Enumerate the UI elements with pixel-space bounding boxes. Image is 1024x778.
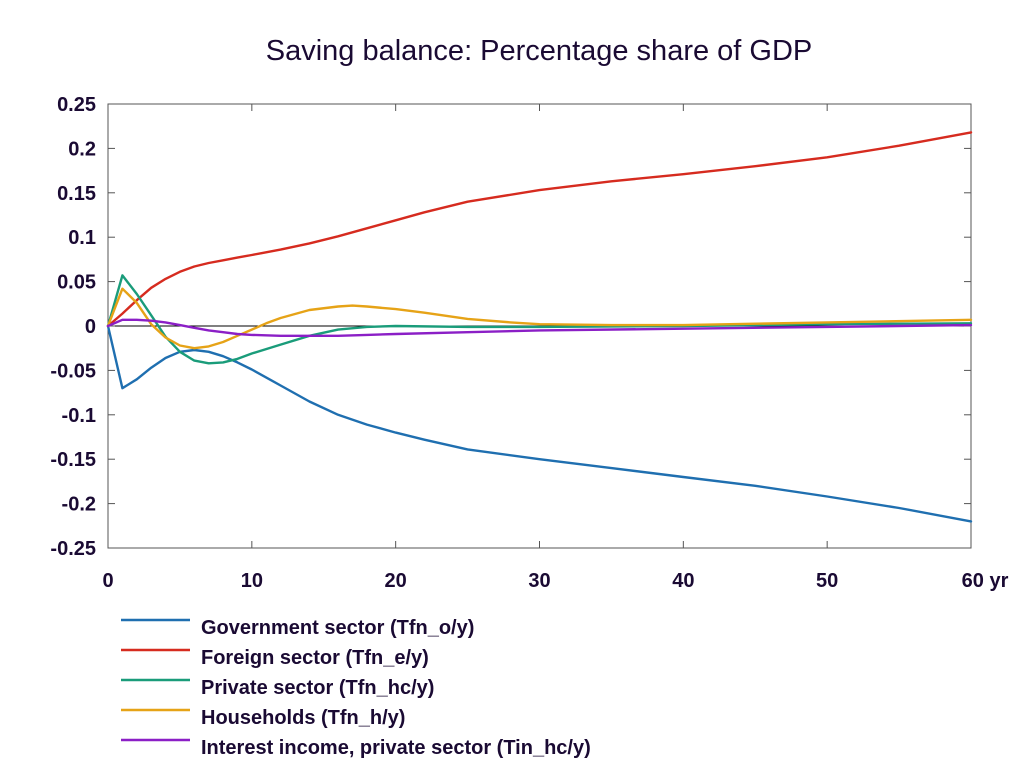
x-tick-label: 20: [385, 570, 407, 592]
series-line-2: [106, 131, 973, 328]
legend-label-3: Private sector (Tfn_hc/y): [201, 677, 434, 699]
legend-label-2: Foreign sector (Tfn_e/y): [201, 647, 429, 669]
series-line-4: [106, 287, 973, 350]
legend: Government sector (Tfn_o/y) Foreign secto…: [121, 617, 591, 759]
series-line-5: [106, 318, 973, 337]
x-tick-label: 60 yr: [962, 570, 1009, 592]
y-tick-label: 0.1: [68, 227, 96, 249]
chart-title: Saving balance: Percentage share of GDP: [266, 35, 813, 67]
y-tick-label: 0.25: [57, 94, 96, 116]
x-tick-label: 40: [672, 570, 694, 592]
y-tick-label: 0.2: [68, 138, 96, 160]
x-tick-label: 10: [241, 570, 263, 592]
y-tick-label: -0.25: [50, 538, 96, 560]
y-tick-label: -0.15: [50, 449, 96, 471]
series-line-1: [106, 324, 973, 523]
legend-label-1: Government sector (Tfn_o/y): [201, 617, 474, 639]
series-line-3: [106, 274, 973, 365]
y-tick-label: -0.05: [50, 360, 96, 382]
y-tick-label: 0.05: [57, 272, 96, 294]
x-tick-label: 50: [816, 570, 838, 592]
x-tick-label: 30: [528, 570, 550, 592]
x-tick-label: 0: [102, 570, 113, 592]
y-tick-label: -0.1: [62, 405, 96, 427]
y-tick-label: 0: [85, 316, 96, 338]
legend-label-5: Interest income, private sector (Tin_hc/…: [201, 737, 591, 759]
y-tick-label: 0.15: [57, 183, 96, 205]
legend-label-4: Households (Tfn_h/y): [201, 707, 405, 729]
y-tick-label: -0.2: [62, 494, 96, 516]
